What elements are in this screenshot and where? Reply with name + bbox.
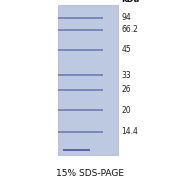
Text: 26: 26 (122, 86, 131, 94)
Bar (58, 17, 103, 19)
Text: 94: 94 (122, 14, 131, 22)
Bar (58, 49, 103, 51)
Text: 45: 45 (122, 46, 131, 55)
Bar (58, 131, 103, 133)
Text: 15% SDS-PAGE: 15% SDS-PAGE (56, 169, 124, 178)
Bar (58, 5, 118, 155)
Bar (58, 89, 103, 91)
Text: 66.2: 66.2 (122, 26, 138, 35)
Text: 20: 20 (122, 105, 131, 114)
Bar (58, 109, 103, 111)
Text: kDa: kDa (122, 0, 140, 4)
Text: 14.4: 14.4 (122, 127, 138, 136)
Bar (58, 29, 103, 31)
Bar (58, 74, 103, 76)
Text: 33: 33 (122, 71, 131, 80)
Bar (63, 149, 90, 151)
